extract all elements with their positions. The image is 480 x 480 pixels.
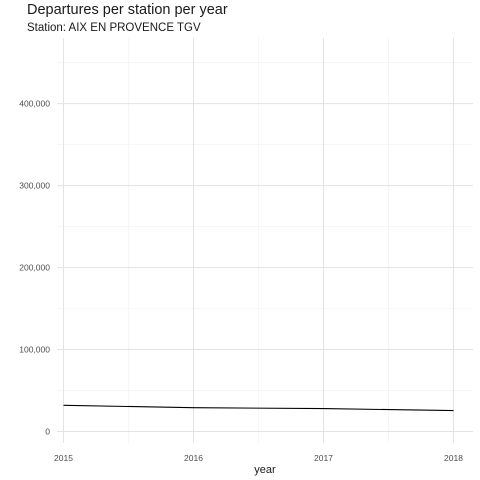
chart-title: Departures per station per year [27,2,228,18]
y-tick-label: 200,000 [19,263,50,273]
x-axis-tick-labels: 2015 2016 2017 2018 [54,453,463,463]
chart-subtitle: Station: AIX EN PROVENCE TGV [27,22,201,34]
minor-gridlines [57,38,473,443]
major-gridlines [57,38,473,443]
y-axis-tick-labels: 0 100,000 200,000 300,000 400,000 [19,99,50,437]
x-axis-title: year [254,464,276,476]
series-layer [63,404,454,412]
x-tick-label: 2016 [184,453,203,463]
x-tick-label: 2018 [444,453,463,463]
x-tick-label: 2015 [54,453,73,463]
y-tick-label: 100,000 [19,345,50,355]
y-tick-label: 0 [45,427,50,437]
series-line [63,404,454,412]
x-tick-label: 2017 [314,453,333,463]
y-tick-label: 300,000 [19,181,50,191]
y-tick-label: 400,000 [19,99,50,109]
